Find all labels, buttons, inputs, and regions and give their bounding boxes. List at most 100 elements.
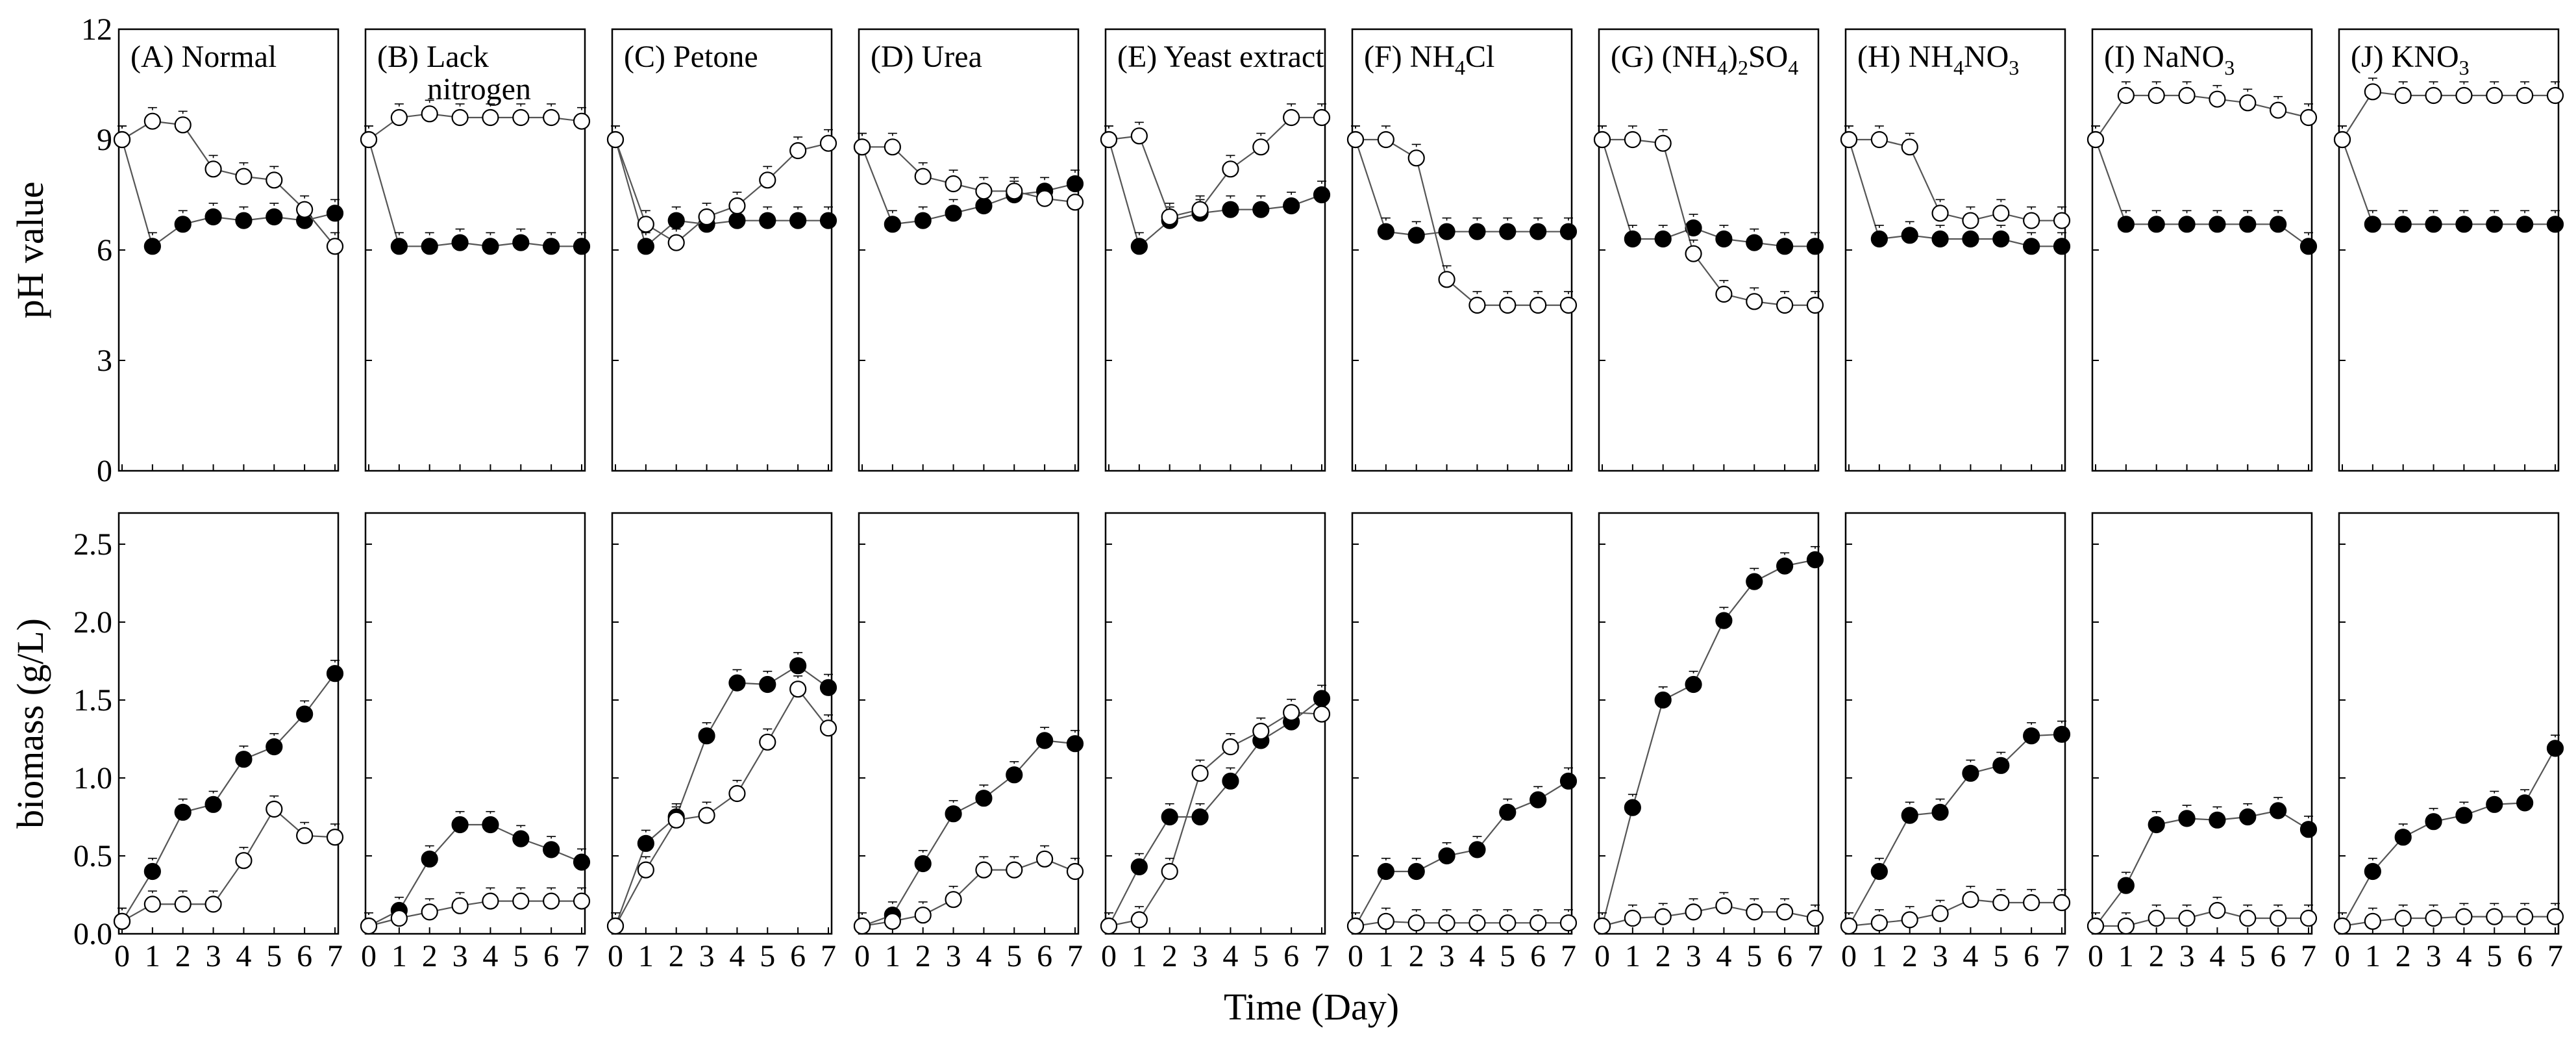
data-point-open — [1992, 205, 2010, 222]
data-point-open — [235, 168, 253, 185]
data-point-filled — [2455, 807, 2473, 824]
data-point-open — [2364, 912, 2381, 930]
x-tick-label: 2 — [669, 939, 684, 973]
data-point-filled — [573, 853, 591, 871]
x-tick-label: 7 — [1807, 939, 1823, 973]
data-point-open — [1962, 212, 1979, 229]
data-point-filled — [2299, 238, 2318, 255]
data-point-open — [326, 829, 344, 846]
data-point-filled — [759, 212, 776, 229]
data-point-filled — [2117, 216, 2135, 233]
data-point-open — [1746, 903, 1763, 921]
data-point-open — [884, 138, 901, 156]
data-point-filled — [975, 197, 993, 215]
data-point-filled — [1715, 612, 1733, 629]
panel-C-ph: (C) Petone — [606, 28, 837, 472]
data-point-filled — [698, 727, 715, 745]
panel-title: (E) Yeast extract — [1117, 40, 1324, 74]
data-point-open — [1715, 285, 1733, 303]
data-point-filled — [1685, 675, 1702, 694]
data-point-open — [1036, 850, 1054, 868]
data-point-open — [2023, 894, 2040, 912]
series-line-filled — [2342, 747, 2556, 927]
x-tick-label: 3 — [1439, 939, 1455, 973]
data-point-filled — [1962, 764, 1979, 782]
data-point-filled — [2455, 216, 2473, 233]
data-point-open — [1377, 131, 1394, 149]
data-point-filled — [1222, 772, 1239, 790]
x-tick-label: 2 — [175, 939, 191, 973]
x-tick-label: 7 — [327, 939, 343, 973]
data-point-filled — [2148, 816, 2165, 834]
data-point-filled — [1776, 557, 1794, 575]
data-point-open — [421, 105, 438, 123]
data-point-filled — [2178, 810, 2196, 827]
data-point-filled — [543, 841, 560, 858]
data-point-open — [1776, 903, 1794, 921]
x-tick-label: 3 — [1193, 939, 1208, 973]
data-point-open — [143, 112, 161, 130]
x-tick-label: 3 — [946, 939, 961, 973]
x-tick-label: 2 — [915, 939, 931, 973]
series-line-filled — [121, 139, 336, 248]
data-point-open — [1283, 704, 1300, 721]
data-point-filled — [2486, 216, 2503, 233]
data-point-open — [884, 912, 901, 930]
data-point-open — [2209, 901, 2226, 920]
data-point-filled — [2425, 813, 2442, 831]
data-point-open — [1252, 722, 1270, 740]
data-point-open — [975, 182, 993, 200]
data-point-open — [728, 784, 746, 803]
data-point-open — [1962, 891, 1979, 908]
data-point-open — [2455, 86, 2473, 105]
data-point-open — [914, 168, 932, 185]
data-point-open — [853, 138, 871, 156]
data-point-filled — [204, 208, 222, 226]
data-point-open — [1468, 914, 1486, 932]
data-point-open — [1901, 138, 1918, 156]
series-line-filled — [2095, 810, 2309, 927]
data-point-filled — [1654, 691, 1672, 709]
data-point-open — [421, 903, 438, 921]
data-point-filled — [945, 205, 962, 222]
data-point-open — [1654, 134, 1672, 152]
data-point-open — [1222, 160, 1239, 178]
data-point-open — [2394, 86, 2412, 105]
data-point-open — [174, 895, 192, 913]
data-point-open — [1313, 108, 1331, 127]
data-point-open — [1468, 296, 1486, 314]
data-point-open — [2486, 86, 2503, 105]
panel-A-biomass: 0.0 0.5 1.0 1.5 2.0 2.5 0 1 2 3 4 5 6 7 — [73, 512, 344, 973]
panel-A-ph: 0 3 6 9 12 (A) Normal — [81, 12, 344, 488]
plot-frame — [1351, 28, 1573, 472]
series-line-filled — [1108, 139, 1322, 248]
x-tick-label: 6 — [2517, 939, 2533, 973]
data-point-open — [698, 208, 715, 226]
x-tick-label: 2 — [1162, 939, 1178, 973]
data-point-open — [266, 800, 283, 818]
data-point-open — [2364, 83, 2381, 101]
data-point-filled — [1992, 230, 2010, 248]
data-point-filled — [512, 830, 530, 847]
data-point-filled — [819, 212, 837, 229]
y-tick-label: 6 — [97, 233, 112, 268]
series-line-filled — [367, 139, 582, 247]
y-tick-label: 3 — [97, 344, 112, 378]
data-point-open — [637, 861, 654, 879]
panel-title: (D) Urea — [871, 40, 982, 74]
x-tick-label: 0 — [361, 939, 377, 973]
x-tick-label: 0 — [1594, 939, 1610, 973]
data-point-filled — [2394, 829, 2412, 846]
data-point-open — [667, 811, 685, 829]
data-point-open — [1593, 917, 1611, 935]
x-tick-label: 0 — [1348, 939, 1363, 973]
data-point-filled — [235, 212, 253, 229]
y-tick-label: 1.0 — [73, 761, 112, 795]
plot-frame — [1104, 512, 1326, 935]
data-point-open — [945, 891, 962, 908]
data-point-open — [2148, 909, 2165, 927]
